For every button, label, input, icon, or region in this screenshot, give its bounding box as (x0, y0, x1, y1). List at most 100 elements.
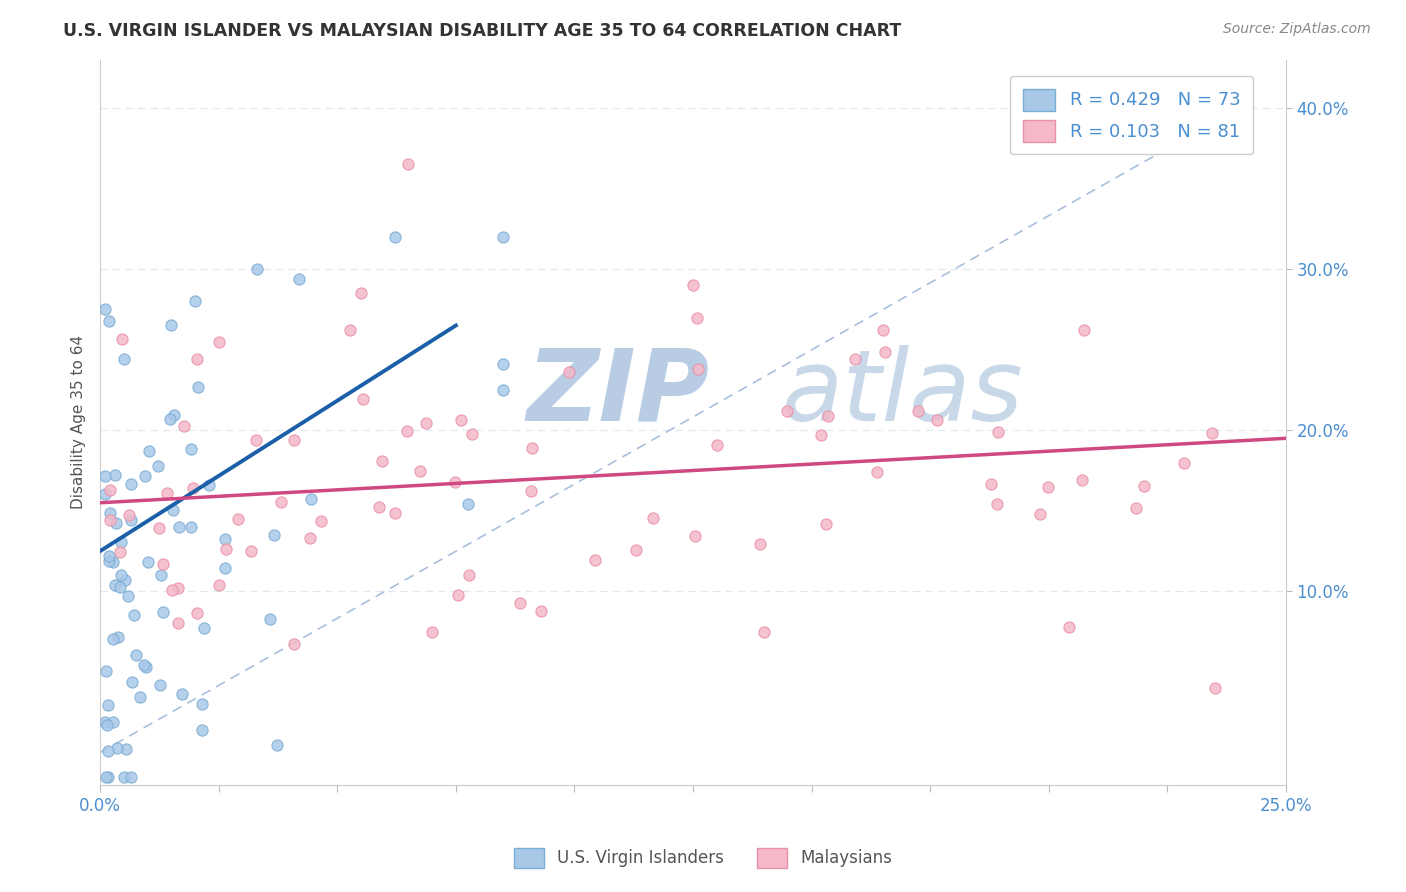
Point (263, 528, 285, 542)
Point (1204, 681, 1226, 695)
Point (246, 262, 269, 277)
Point (408, 464, 430, 478)
Point (682, 278, 704, 293)
Text: ZIP: ZIP (527, 344, 710, 442)
Point (184, 294, 207, 309)
Point (98, 554, 121, 568)
Point (754, 624, 776, 639)
Point (98, 513, 121, 527)
Point (461, 427, 484, 442)
Point (150, 568, 173, 582)
Point (98, 506, 121, 520)
Point (492, 357, 515, 371)
Point (121, 674, 143, 689)
Point (875, 345, 897, 359)
Point (980, 477, 1002, 491)
Point (872, 323, 894, 337)
Point (148, 521, 170, 535)
Legend: U.S. Virgin Islanders, Malaysians: U.S. Virgin Islanders, Malaysians (508, 841, 898, 875)
Point (927, 413, 949, 427)
Point (458, 568, 481, 582)
Point (107, 631, 129, 645)
Point (350, 286, 373, 301)
Point (101, 555, 124, 569)
Point (420, 624, 443, 639)
Y-axis label: Disability Age 35 to 64: Disability Age 35 to 64 (72, 335, 86, 509)
Point (1029, 507, 1052, 521)
Point (97, 698, 120, 713)
Point (283, 637, 305, 651)
Point (270, 495, 292, 509)
Point (1057, 620, 1080, 634)
Point (1201, 426, 1223, 441)
Point (112, 770, 135, 784)
Point (94, 715, 117, 730)
Point (136, 555, 159, 569)
Point (706, 437, 728, 451)
Point (1173, 456, 1195, 470)
Point (114, 573, 136, 587)
Point (208, 334, 231, 349)
Point (98, 483, 121, 497)
Point (907, 403, 929, 417)
Point (135, 659, 157, 673)
Point (117, 589, 139, 603)
Point (298, 531, 321, 545)
Point (492, 230, 515, 244)
Point (353, 392, 375, 407)
Point (186, 606, 208, 620)
Point (530, 604, 553, 618)
Point (214, 561, 236, 575)
Point (641, 510, 664, 524)
Point (299, 491, 322, 506)
Point (180, 442, 202, 456)
Point (120, 770, 142, 784)
Point (148, 458, 170, 473)
Point (226, 512, 249, 526)
Point (94, 469, 117, 483)
Point (160, 583, 183, 598)
Point (166, 615, 188, 630)
Point (1070, 473, 1092, 487)
Point (776, 404, 799, 418)
Point (94, 301, 117, 316)
Point (367, 500, 389, 514)
Point (447, 588, 470, 602)
Point (396, 157, 419, 171)
Point (443, 475, 465, 489)
Point (129, 690, 152, 704)
Point (371, 454, 394, 468)
Point (181, 481, 204, 495)
Point (162, 502, 184, 516)
Point (309, 514, 332, 528)
Point (193, 621, 215, 635)
Point (108, 544, 131, 558)
Point (866, 465, 889, 479)
Point (384, 506, 406, 520)
Point (134, 469, 156, 483)
Point (810, 427, 832, 442)
Point (180, 519, 202, 533)
Point (96, 744, 118, 758)
Point (103, 714, 125, 729)
Point (156, 486, 179, 500)
Point (104, 578, 127, 592)
Point (558, 365, 581, 379)
Point (149, 677, 172, 691)
Point (97, 314, 120, 328)
Point (118, 508, 141, 523)
Point (172, 687, 194, 701)
Point (245, 433, 267, 447)
Point (120, 477, 142, 491)
Point (112, 351, 135, 366)
Point (104, 516, 127, 530)
Point (186, 351, 208, 366)
Point (1109, 93, 1132, 107)
Point (97, 770, 120, 784)
Point (198, 478, 221, 492)
Point (509, 596, 531, 610)
Point (415, 416, 437, 430)
Point (396, 424, 419, 438)
Point (986, 497, 1008, 511)
Point (103, 468, 125, 483)
